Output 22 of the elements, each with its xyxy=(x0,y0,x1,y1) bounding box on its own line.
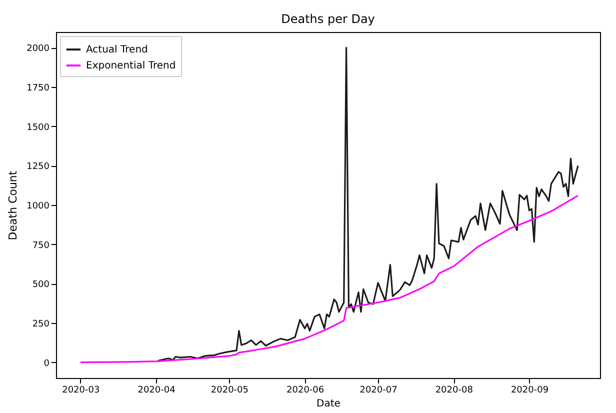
x-tick-label: 2020-03 xyxy=(62,386,100,396)
legend-label: Actual Trend xyxy=(86,44,148,56)
y-tick-label: 500 xyxy=(32,280,50,290)
y-tick-label: 1500 xyxy=(26,122,50,133)
x-tick-label: 2020-04 xyxy=(138,386,176,396)
y-tick-label: 2000 xyxy=(26,44,50,54)
y-tick-label: 1750 xyxy=(26,84,50,94)
x-tick-label: 2020-08 xyxy=(435,386,474,396)
chart-title: Deaths per Day xyxy=(281,12,375,26)
x-tick-label: 2020-07 xyxy=(360,386,398,396)
y-tick-label: 750 xyxy=(32,240,50,251)
y-tick-label: 250 xyxy=(32,319,50,330)
y-tick-label: 1000 xyxy=(26,202,50,212)
x-tick-label: 2020-05 xyxy=(210,386,249,396)
x-tick-label: 2020-09 xyxy=(510,386,549,396)
x-axis-title: Date xyxy=(316,398,340,410)
x-tick-label: 2020-06 xyxy=(286,386,324,396)
y-axis-title: Death Count xyxy=(6,170,20,240)
line-series xyxy=(80,194,579,364)
y-tick-label: 0 xyxy=(44,358,50,369)
y-tick-label: 1250 xyxy=(26,162,50,172)
legend-label: Exponential Trend xyxy=(86,60,176,72)
